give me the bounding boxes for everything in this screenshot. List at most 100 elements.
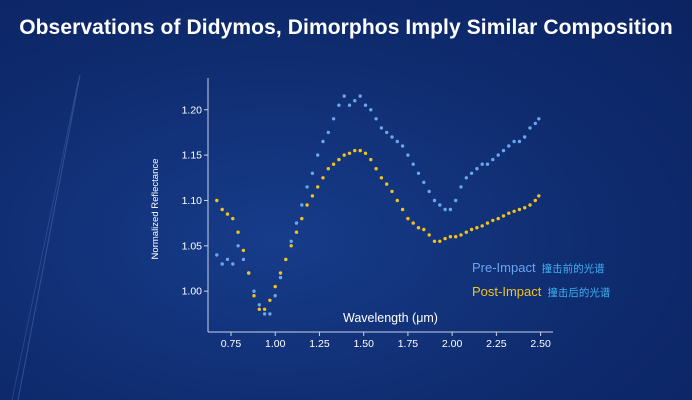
data-point	[528, 126, 532, 130]
data-point	[533, 198, 537, 203]
data-point	[225, 212, 230, 216]
legend-item-pre-impact: Pre-Impact 撞击前的光谱	[472, 260, 610, 276]
data-point	[310, 171, 315, 175]
data-point	[379, 126, 384, 130]
data-point	[411, 221, 415, 225]
data-point	[438, 203, 442, 207]
data-point	[353, 99, 357, 103]
slide-title: Observations of Didymos, Dimorphos Imply…	[19, 16, 673, 39]
data-point	[491, 157, 495, 162]
x-tick-label: 1.25	[309, 338, 330, 350]
data-point	[443, 236, 447, 241]
x-tick-label: 2.25	[486, 338, 507, 350]
data-point	[337, 103, 341, 107]
data-point	[528, 203, 532, 207]
data-point	[374, 117, 378, 121]
data-point	[241, 248, 246, 253]
data-point	[432, 198, 437, 203]
data-point	[533, 121, 537, 126]
data-point	[262, 307, 267, 311]
data-point	[342, 153, 346, 157]
data-point	[252, 289, 256, 293]
data-point	[369, 157, 373, 162]
data-point	[321, 176, 325, 180]
data-point	[358, 94, 362, 98]
data-point	[268, 298, 272, 302]
data-point	[236, 230, 240, 234]
legend-label-post: Post-Impact	[472, 284, 542, 299]
data-point	[363, 151, 368, 155]
data-point	[491, 218, 495, 223]
data-point	[523, 135, 527, 139]
series-pre-impact	[215, 94, 541, 316]
data-point	[294, 221, 299, 225]
data-point	[475, 226, 479, 230]
data-point	[512, 209, 516, 213]
data-point	[273, 284, 277, 289]
data-point	[448, 207, 453, 212]
data-point	[523, 206, 527, 210]
data-point	[485, 162, 490, 166]
y-tick-label: 1.20	[182, 104, 203, 116]
data-point	[289, 244, 293, 248]
y-tick-label: 1.15	[182, 150, 203, 162]
data-point	[316, 185, 320, 189]
data-point	[278, 275, 283, 280]
y-axis-label: Normalized Reflectance	[150, 159, 161, 260]
data-point	[300, 203, 304, 207]
data-point	[448, 235, 453, 239]
data-point	[480, 162, 484, 166]
data-point	[247, 271, 251, 275]
data-point	[507, 144, 511, 148]
data-point	[220, 207, 224, 212]
data-point	[406, 153, 410, 157]
data-point	[438, 239, 442, 243]
data-point	[215, 253, 219, 257]
data-point	[358, 148, 362, 153]
data-point	[305, 203, 309, 207]
legend-cn-post: 撞击后的光谱	[547, 287, 611, 299]
data-point	[496, 216, 500, 221]
chart-points	[215, 94, 541, 316]
data-point	[353, 148, 357, 153]
data-point	[220, 262, 224, 266]
x-tick-label: 0.75	[221, 338, 242, 350]
data-point	[337, 157, 341, 162]
data-point	[252, 294, 256, 298]
legend-cn-pre: 撞击前的光谱	[541, 263, 605, 275]
x-tick-label: 1.50	[353, 338, 374, 350]
data-point	[390, 189, 394, 194]
data-point	[454, 198, 458, 203]
data-point	[326, 130, 330, 135]
data-point	[475, 167, 479, 171]
data-point	[294, 230, 299, 234]
data-point	[347, 151, 352, 155]
data-point	[416, 226, 421, 230]
data-point	[517, 207, 522, 212]
data-point	[464, 230, 468, 234]
data-point	[331, 162, 336, 166]
data-point	[331, 117, 336, 121]
x-tick-label: 2.50	[530, 338, 551, 350]
data-point	[225, 257, 230, 262]
data-point	[464, 176, 468, 180]
legend: Pre-Impact 撞击前的光谱 Post-Impact 撞击后的光谱	[472, 260, 610, 300]
data-point	[390, 135, 394, 139]
data-point	[501, 214, 506, 218]
data-point	[262, 312, 267, 316]
data-point	[278, 271, 283, 275]
legend-item-post-impact: Post-Impact 撞击后的光谱	[472, 284, 610, 300]
data-point	[326, 167, 330, 171]
x-axis-label: Wavelength (μm)	[343, 311, 438, 325]
data-point	[374, 167, 378, 171]
x-tick-label: 2.00	[442, 338, 463, 350]
data-point	[443, 207, 447, 212]
data-point	[459, 233, 463, 237]
data-point	[480, 224, 484, 228]
data-point	[507, 211, 511, 215]
data-point	[427, 233, 431, 237]
data-point	[347, 103, 352, 107]
data-point	[469, 171, 474, 175]
data-point	[289, 239, 293, 243]
